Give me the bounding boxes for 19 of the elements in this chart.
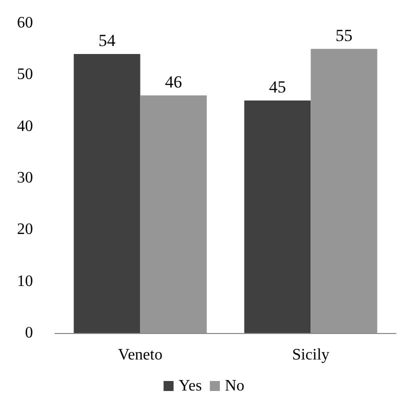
y-tick-label: 30 (17, 170, 33, 186)
bar (140, 95, 207, 333)
data-label: 54 (98, 31, 116, 50)
legend-label: Yes (178, 378, 202, 394)
y-tick-label: 40 (17, 118, 33, 135)
y-tick-label: 20 (17, 221, 33, 238)
y-tick-label: 10 (17, 272, 33, 290)
x-tick-label: Sicily (292, 346, 330, 364)
y-tick-label: 50 (17, 66, 33, 84)
data-label: 46 (164, 72, 182, 92)
y-tick-label: 0 (25, 324, 33, 342)
bar (244, 100, 311, 333)
bar (74, 54, 140, 333)
legend-label: No (224, 378, 244, 394)
data-label: 45 (269, 78, 286, 96)
x-tick-label: Veneto (118, 346, 162, 364)
data-label: 55 (335, 26, 352, 45)
bar (310, 48, 378, 333)
y-tick-label: 60 (17, 14, 33, 32)
